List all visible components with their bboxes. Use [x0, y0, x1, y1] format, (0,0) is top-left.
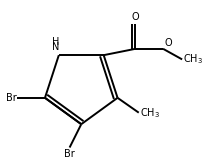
Text: CH$_3$: CH$_3$ [183, 52, 203, 66]
Text: Br: Br [64, 149, 75, 159]
Text: O: O [164, 38, 172, 48]
Text: O: O [132, 12, 139, 22]
Text: H: H [52, 37, 59, 47]
Text: CH$_3$: CH$_3$ [140, 106, 160, 120]
Text: N: N [52, 42, 59, 52]
Text: Br: Br [6, 93, 16, 103]
